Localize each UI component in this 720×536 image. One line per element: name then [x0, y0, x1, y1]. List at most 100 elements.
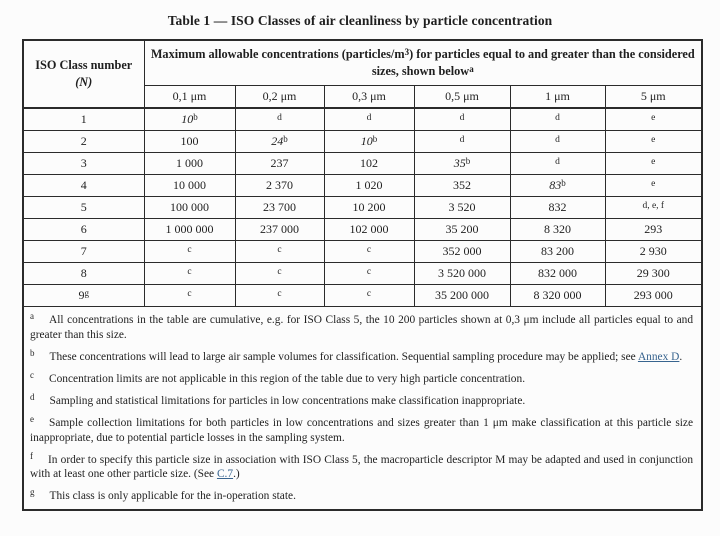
- cell-value: 8 320: [544, 222, 571, 236]
- value-cell: c: [234, 284, 325, 307]
- footnote-ref: d: [555, 135, 560, 145]
- class-header-line2: (N): [75, 75, 93, 89]
- value-cell: 1 000: [143, 152, 236, 175]
- value-cell: e: [604, 174, 703, 197]
- table-row: 6 1 000 000 237 000 102 000 35 200 8 320 293: [22, 218, 703, 241]
- cell-value: 352: [453, 178, 471, 192]
- cell-value: 100: [180, 134, 199, 148]
- cell-value: 29 300: [636, 266, 670, 280]
- superscript-3: 3: [404, 46, 410, 57]
- footnote-ref: d: [555, 113, 560, 123]
- cell-value: 832: [548, 200, 567, 214]
- table-row: 8 c c c 3 520 000 832 000 29 300: [22, 262, 703, 285]
- table-row: 4 10 000 2 370 1 020 352 83b e: [22, 174, 703, 197]
- value-cell: e: [604, 107, 703, 131]
- value-cell: c: [143, 284, 236, 307]
- footnote-text: .): [233, 468, 240, 481]
- size-header-cell: 0,2 μm: [234, 85, 325, 109]
- footnote-ref: e: [651, 179, 656, 189]
- footnote-marker: b: [30, 347, 35, 358]
- value-cell: c: [143, 262, 236, 285]
- value-cell: 832: [509, 196, 606, 219]
- cell-value: 832 000: [538, 266, 577, 280]
- value-cell: 8 320: [509, 218, 606, 241]
- header-row-sizes: 0,1 μm 0,2 μm 0,3 μm 0,5 μm 1 μm 5 μm: [23, 85, 703, 109]
- value-cell: 2 930: [604, 240, 703, 263]
- cell-value: 6: [80, 222, 87, 236]
- footnote-ref: d: [459, 135, 465, 145]
- footnote: f In order to specify this particle size …: [30, 451, 694, 482]
- footnote-ref: e: [651, 157, 656, 167]
- value-cell: 10b: [323, 130, 415, 153]
- cell-value: 5: [80, 200, 87, 214]
- value-cell: 10 000: [143, 174, 236, 197]
- cell-value: 102 000: [349, 222, 389, 236]
- cell-value: 9: [78, 288, 85, 302]
- value-cell: 102 000: [323, 218, 415, 241]
- footnote-ref: g: [84, 288, 90, 298]
- footnote-ref: b: [193, 112, 198, 122]
- value-cell: 237 000: [234, 218, 325, 241]
- cell-value: 102: [360, 156, 378, 170]
- footnote-marker: c: [30, 369, 34, 380]
- value-cell: 3 520 000: [413, 262, 511, 285]
- cell-value: 83: [549, 178, 562, 192]
- footnote: c Concentration limits are not applicable…: [30, 369, 693, 387]
- footnote-link[interactable]: Annex D: [637, 350, 680, 363]
- cell-value: 2: [80, 134, 87, 148]
- concentration-header: Maximum allowable concentrations (partic…: [143, 39, 703, 86]
- footnote-ref: c: [187, 267, 192, 277]
- table-row: 2 100 24b 10b d d e: [22, 130, 703, 153]
- footnote: d Sampling and statistical limitations fo…: [30, 392, 693, 409]
- value-cell: 35 200: [413, 218, 511, 241]
- footnote: e Sample collection limitations for both …: [30, 414, 693, 445]
- class-cell: 7: [22, 240, 145, 263]
- cell-value: 8 320 000: [533, 288, 582, 302]
- size-header-cell: 0,3 μm: [323, 85, 415, 109]
- value-cell: d: [413, 107, 511, 131]
- value-cell: 8 320 000: [509, 284, 606, 307]
- class-cell: 8: [22, 262, 145, 285]
- class-header-line1: ISO Class number: [35, 57, 133, 72]
- size-header-cell: 5 μm: [604, 85, 703, 109]
- value-cell: 24b: [234, 130, 325, 153]
- cell-value: 2 370: [266, 178, 293, 192]
- footnote: a All concentrations in the table are cum…: [30, 311, 693, 342]
- footnote-ref: d: [277, 113, 282, 123]
- footnote-ref: c: [277, 289, 282, 299]
- value-cell: d, e, f: [604, 196, 703, 219]
- footnote-ref: c: [277, 245, 282, 255]
- footnote-ref: e: [651, 135, 656, 145]
- table-row: 3 1 000 237 102 35b d e: [22, 152, 703, 175]
- footnote-link[interactable]: C.7: [216, 468, 234, 481]
- value-cell: c: [323, 262, 415, 285]
- value-cell: 237: [234, 152, 325, 175]
- cell-value: 35: [453, 156, 466, 170]
- footnote-marker: a: [30, 311, 34, 321]
- cell-value: 35 200: [445, 222, 479, 236]
- cell-value: 23 700: [263, 200, 296, 214]
- footnote-text: In order to specify this particle size i…: [30, 453, 694, 481]
- footnote-ref: c: [187, 289, 192, 299]
- footnote-text: Concentration limits are not applicable …: [49, 372, 526, 385]
- value-cell: 293 000: [604, 284, 703, 307]
- footnote-ref: c: [187, 245, 192, 255]
- footnotes-row: a All concentrations in the table are cum…: [22, 305, 703, 511]
- cell-value: 352 000: [442, 244, 482, 258]
- cell-value: 7: [80, 244, 87, 258]
- value-cell: c: [143, 240, 236, 263]
- value-cell: 10 200: [323, 196, 415, 219]
- value-cell: 3 520: [413, 196, 511, 219]
- table-row: 7 c c c 352 000 83 200 2 930: [22, 240, 703, 263]
- footnote-ref: b: [561, 178, 566, 188]
- size-header-cell: 1 μm: [509, 85, 606, 109]
- footnote-ref: e: [651, 113, 656, 123]
- footnote-ref: b: [465, 156, 471, 166]
- footnotes-list: a All concentrations in the table are cum…: [30, 311, 694, 504]
- cell-value: 1 000 000: [165, 222, 214, 236]
- value-cell: 102: [323, 152, 415, 175]
- value-cell: 10b: [143, 107, 236, 131]
- cell-value: 10: [181, 112, 194, 126]
- value-cell: c: [323, 240, 415, 263]
- class-cell: 6: [22, 218, 145, 241]
